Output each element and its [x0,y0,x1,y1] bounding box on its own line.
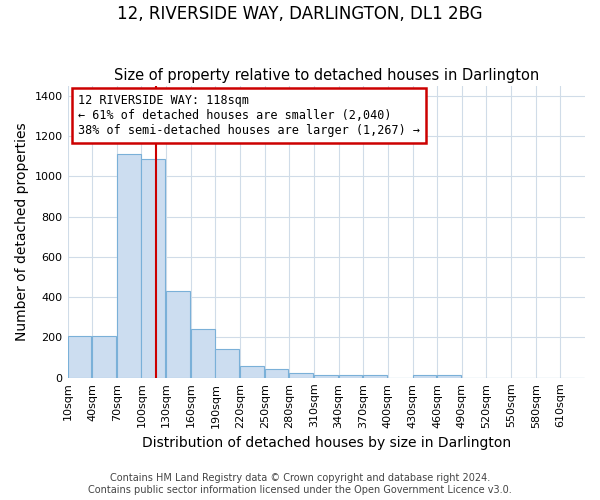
Bar [215,349,239,378]
Bar [413,376,436,378]
Text: Contains HM Land Registry data © Crown copyright and database right 2024.
Contai: Contains HM Land Registry data © Crown c… [88,474,512,495]
Bar [314,375,338,378]
Y-axis label: Number of detached properties: Number of detached properties [15,122,29,341]
Bar [166,291,190,378]
Text: 12 RIVERSIDE WAY: 118sqm
← 61% of detached houses are smaller (2,040)
38% of sem: 12 RIVERSIDE WAY: 118sqm ← 61% of detach… [78,94,420,138]
Bar [92,336,116,378]
Bar [265,368,289,378]
Bar [191,330,215,378]
Title: Size of property relative to detached houses in Darlington: Size of property relative to detached ho… [113,68,539,83]
Text: 12, RIVERSIDE WAY, DARLINGTON, DL1 2BG: 12, RIVERSIDE WAY, DARLINGTON, DL1 2BG [117,5,483,23]
Bar [240,366,264,378]
Bar [363,375,387,378]
Bar [437,375,461,378]
Bar [68,336,91,378]
Bar [142,159,165,378]
Bar [338,375,362,378]
Bar [289,373,313,378]
Bar [117,154,140,378]
X-axis label: Distribution of detached houses by size in Darlington: Distribution of detached houses by size … [142,436,511,450]
